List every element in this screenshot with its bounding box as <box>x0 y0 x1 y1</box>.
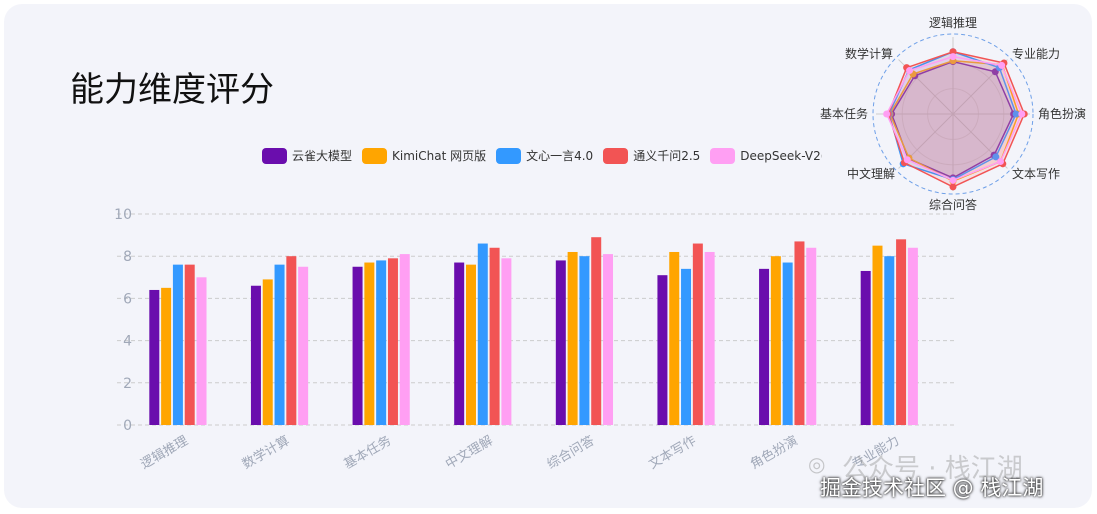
radar-axis-label: 逻辑推理 <box>929 16 977 30</box>
bar <box>387 258 398 425</box>
legend-item[interactable]: DeepSeek-V2(M <box>710 147 822 164</box>
legend-swatch <box>603 147 629 164</box>
bar <box>364 262 375 425</box>
y-tick-label: 2 <box>123 376 132 392</box>
bar <box>591 237 602 425</box>
x-tick-label: 基本任务 <box>341 433 394 473</box>
legend-label: KimiChat 网页版 <box>392 149 487 163</box>
radar-point <box>883 110 891 118</box>
bar <box>298 266 309 425</box>
legend-item[interactable]: KimiChat 网页版 <box>362 147 486 164</box>
bar <box>262 279 273 425</box>
legend-item[interactable]: 文心一言4.0 <box>496 147 593 164</box>
bar <box>657 275 668 425</box>
bar <box>376 260 387 425</box>
radar-point <box>906 67 914 75</box>
watermark-wechat: 公众号 · 栈江湖 <box>842 454 1023 484</box>
y-tick-label: 0 <box>123 418 132 434</box>
legend-swatch <box>710 147 736 164</box>
bar <box>489 247 500 425</box>
bar <box>274 264 285 425</box>
radar-point <box>949 176 957 184</box>
legend-item[interactable]: 云雀大模型 <box>262 147 352 164</box>
radar-axis-label: 基本任务 <box>820 106 868 121</box>
bar <box>579 256 590 425</box>
bar <box>567 251 578 425</box>
bar <box>172 264 183 425</box>
bar <box>759 268 770 425</box>
radar-point <box>1012 110 1020 118</box>
bar <box>884 256 895 425</box>
bar <box>465 264 476 425</box>
legend-swatch <box>362 147 388 164</box>
radar-point <box>949 53 957 61</box>
bar <box>704 251 715 425</box>
legend-label: 文心一言4.0 <box>526 149 594 163</box>
radar-outer-ring <box>872 33 1034 195</box>
y-tick-label: 8 <box>123 249 132 265</box>
x-tick-label: 数学计算 <box>239 433 292 473</box>
x-tick-label: 角色扮演 <box>748 433 801 473</box>
bar <box>782 262 793 425</box>
radar-axis-label: 综合问答 <box>929 197 977 212</box>
bar <box>896 239 907 425</box>
bar <box>454 262 465 425</box>
legend-label: 通义千问2.5 <box>633 149 701 163</box>
legend: 云雀大模型 KimiChat 网页版 文心一言4.0 通义千问2.5 DeepSeek-… <box>262 147 822 164</box>
legend-swatch <box>496 147 522 164</box>
bar <box>794 241 805 425</box>
bar <box>806 247 817 425</box>
radar-point <box>903 156 911 164</box>
x-tick-label: 综合问答 <box>544 433 597 473</box>
bar <box>681 268 692 425</box>
legend-item[interactable]: 通义千问2.5 <box>603 147 700 164</box>
radar-axis-label: 角色扮演 <box>1038 106 1086 121</box>
bar <box>692 243 703 425</box>
bar <box>477 243 488 425</box>
wechat-icon: ◎ <box>808 452 826 476</box>
radar-axis-label: 专业能力 <box>1012 46 1060 61</box>
bar <box>555 260 566 425</box>
legend-label: DeepSeek-V2(M <box>740 148 822 163</box>
bar <box>501 258 512 425</box>
radar-point <box>992 153 1000 161</box>
radar-axis-label: 数学计算 <box>845 46 893 61</box>
radar-axis-label: 文本写作 <box>1012 166 1060 181</box>
legend-swatch <box>262 147 287 164</box>
legend-label: 云雀大模型 <box>292 149 353 163</box>
bar <box>149 289 160 425</box>
bar <box>352 266 363 425</box>
bar <box>860 270 871 425</box>
bar <box>161 287 172 425</box>
bar <box>872 245 883 425</box>
bar <box>184 264 195 425</box>
x-tick-label: 中文理解 <box>443 433 496 472</box>
watermark-site: 掘金技术社区 @ 栈江湖 <box>820 476 1044 500</box>
bar <box>907 247 918 425</box>
page-title: 能力维度评分 <box>70 70 274 110</box>
radar-point <box>1018 110 1026 118</box>
radar-point <box>998 61 1006 69</box>
bar <box>603 254 614 425</box>
bar <box>669 251 680 425</box>
radar-point <box>949 183 957 191</box>
y-tick-label: 10 <box>114 207 132 223</box>
bar <box>250 285 261 425</box>
bar <box>399 254 410 425</box>
x-tick-label: 文本写作 <box>646 433 699 472</box>
radar-point <box>949 48 957 56</box>
y-tick-label: 4 <box>123 334 132 350</box>
x-tick-label: 逻辑推理 <box>138 433 191 472</box>
bar <box>286 256 297 425</box>
y-tick-label: 6 <box>123 291 132 307</box>
radar-axis-label: 中文理解 <box>847 166 895 181</box>
bar <box>196 277 207 425</box>
radar-point <box>996 157 1004 165</box>
bar <box>770 256 781 425</box>
